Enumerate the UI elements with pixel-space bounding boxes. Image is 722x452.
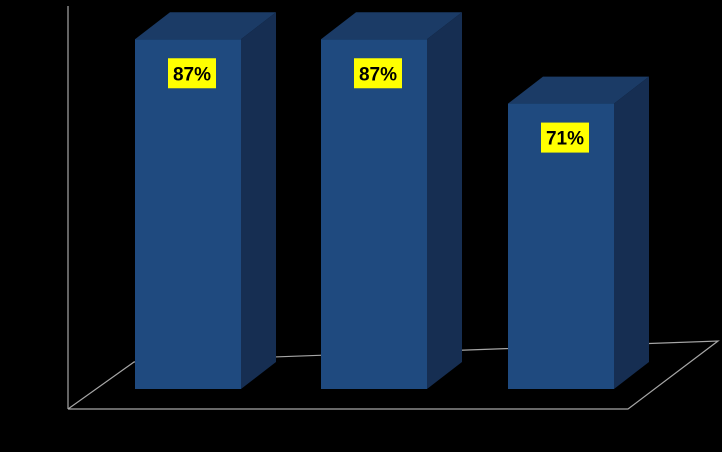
- data-label-3: 71%: [541, 122, 589, 153]
- bar-1: [135, 12, 276, 389]
- floor-outline: [67, 340, 720, 410]
- bar-2: [321, 12, 462, 389]
- bar-top-face: [135, 12, 276, 40]
- bar-top-face: [321, 12, 462, 40]
- data-label-background: [541, 122, 589, 153]
- data-label-text: 87%: [359, 64, 397, 85]
- data-label-background: [168, 58, 216, 89]
- bar-side-face: [614, 76, 649, 389]
- data-label-2: 87%: [354, 58, 402, 89]
- data-label-background: [354, 58, 402, 89]
- chart-axes: [67, 6, 720, 410]
- bar-side-face: [241, 12, 276, 389]
- bar-side-face: [427, 12, 462, 389]
- bar-front-face: [321, 39, 427, 389]
- data-label-text: 71%: [546, 129, 584, 150]
- data-label-text: 87%: [173, 64, 211, 85]
- data-label-1: 87%: [168, 58, 216, 89]
- chart-bars: [135, 12, 649, 389]
- bar-top-face: [508, 76, 649, 104]
- bar-front-face: [135, 39, 241, 389]
- chart-data-labels: 87% 87% 71%: [168, 58, 589, 153]
- bar-3: [508, 76, 649, 389]
